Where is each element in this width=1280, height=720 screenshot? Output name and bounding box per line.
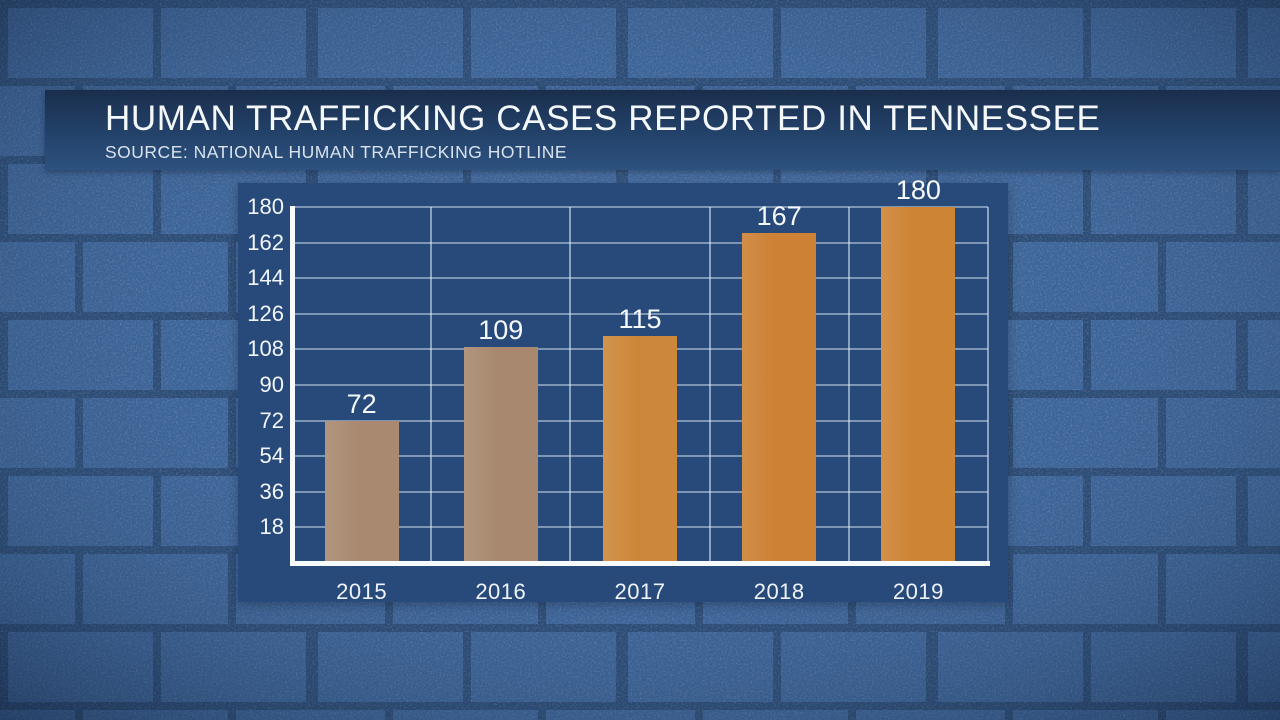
y-tick-label: 162	[247, 229, 284, 255]
gridline-horizontal	[292, 277, 988, 280]
gridline-vertical	[430, 207, 433, 563]
bar-value-label: 109	[478, 315, 524, 346]
plot-area: 18 36 54 72 90 108 126 144 162 180 72 2015 109 2016 11…	[247, 175, 990, 604]
bar-value-label: 115	[618, 303, 662, 334]
y-tick-label: 144	[247, 265, 284, 291]
x-tick-label: 2016	[475, 579, 527, 604]
bar-2018	[742, 232, 817, 564]
y-tick-label: 108	[247, 336, 284, 362]
y-tick-label: 54	[259, 443, 284, 469]
gridline-vertical	[987, 207, 989, 563]
x-tick-label: 2015	[336, 579, 388, 604]
gridline-horizontal	[292, 241, 988, 244]
y-tick-label: 90	[259, 372, 284, 397]
bar-value-label: 72	[346, 388, 377, 419]
x-tick-label: 2019	[892, 579, 944, 604]
source-line: SOURCE: NATIONAL HUMAN TRAFFICKING HOTLI…	[105, 142, 568, 162]
gridline-vertical	[847, 207, 850, 563]
chart-panel: 18 36 54 72 90 108 126 144 162 180 72 2015 109 2016 11…	[238, 175, 1008, 604]
bar-2015	[324, 420, 399, 564]
title-banner: HUMAN TRAFFICKING CASES REPORTED IN TENN…	[45, 90, 1280, 170]
x-tick-label: 2017	[614, 579, 666, 604]
x-axis-line	[290, 561, 990, 566]
bar-value-label: 167	[756, 200, 802, 231]
y-tick-label: 180	[247, 194, 284, 219]
y-axis-line	[290, 206, 295, 566]
y-tick-label: 18	[259, 514, 284, 540]
x-tick-label: 2018	[753, 579, 805, 604]
gridline-horizontal	[292, 312, 988, 315]
gridline-vertical	[708, 207, 711, 563]
bar-value-label: 180	[895, 175, 941, 205]
bar-2019	[881, 207, 956, 563]
page-title: HUMAN TRAFFICKING CASES REPORTED IN TENN…	[105, 99, 1101, 138]
gridline-horizontal	[292, 206, 988, 208]
bar-2017	[603, 335, 677, 564]
y-tick-label: 72	[259, 407, 284, 433]
bar-2016	[463, 347, 538, 563]
gridline-vertical	[569, 207, 572, 563]
y-tick-label: 126	[247, 300, 284, 326]
y-tick-label: 36	[259, 478, 284, 504]
